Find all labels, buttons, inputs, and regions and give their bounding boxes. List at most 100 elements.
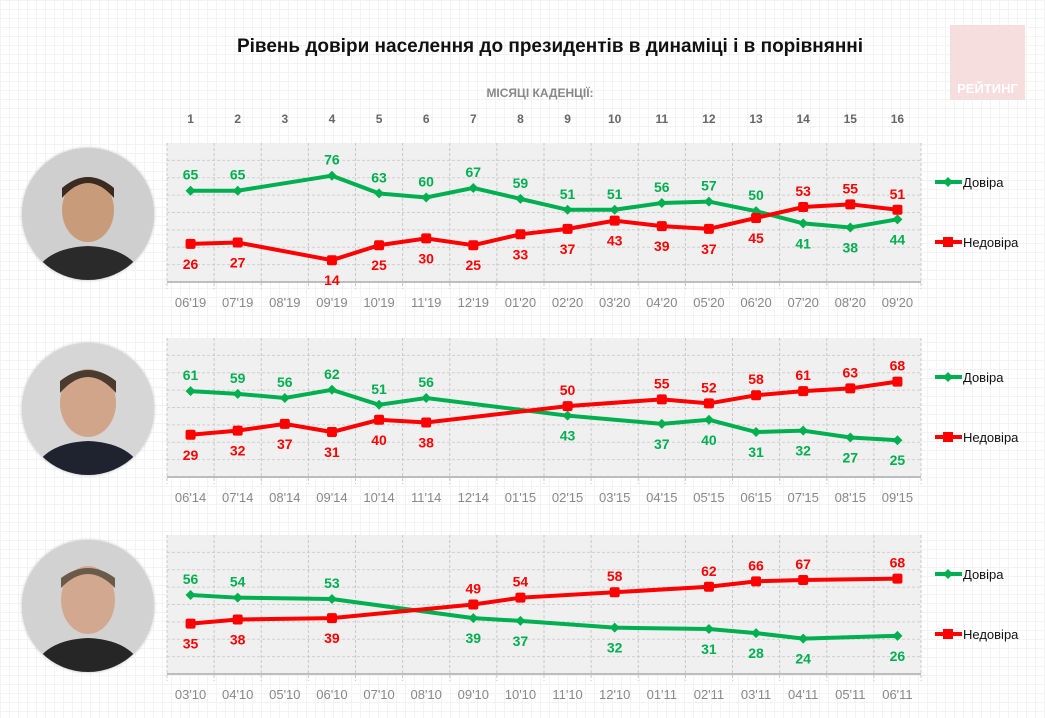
x-tick-label: 01'20 — [505, 295, 536, 310]
month-number: 6 — [422, 112, 430, 126]
data-point — [656, 394, 667, 405]
data-label: 68 — [890, 555, 906, 571]
data-label: 58 — [748, 371, 764, 387]
legend-marker — [943, 237, 953, 247]
data-label: 43 — [607, 233, 623, 249]
x-tick-label: 06'19 — [175, 295, 206, 310]
chart-panel-1: 06'19 07'19 08'19 09'19 10'19 11'19 12'19 01'20… — [166, 143, 1019, 310]
legend-label: Довіра — [963, 370, 1004, 385]
x-tick-label: 07'14 — [222, 490, 253, 505]
logo-text: РЕЙТИНГ — [957, 81, 1018, 96]
x-tick-label: 02'11 — [694, 687, 724, 702]
data-point — [185, 185, 196, 196]
data-label: 37 — [701, 241, 717, 257]
data-label: 57 — [701, 178, 717, 194]
chart-panel-3: 03'10 04'10 05'10 06'10 07'10 08'10 09'10 10'10… — [166, 535, 1019, 702]
month-number: 16 — [890, 112, 905, 126]
data-point — [892, 435, 903, 446]
data-label: 59 — [230, 370, 246, 386]
data-point — [845, 432, 856, 443]
data-point — [279, 418, 290, 429]
president-photo-1 — [22, 148, 154, 280]
data-label: 50 — [560, 382, 576, 398]
data-label: 45 — [748, 230, 764, 246]
data-label: 32 — [795, 443, 811, 459]
data-label: 66 — [748, 557, 764, 573]
data-label: 61 — [795, 367, 811, 383]
data-point — [656, 197, 667, 208]
data-label: 30 — [418, 250, 434, 266]
x-tick-label: 05'20 — [693, 295, 724, 310]
legend-marker — [943, 372, 953, 382]
data-label: 25 — [371, 257, 387, 273]
data-label: 68 — [890, 358, 906, 374]
data-point — [326, 384, 337, 395]
legend-label: Недовіра — [963, 235, 1019, 250]
x-tick-label: 11'14 — [411, 490, 441, 505]
data-label: 14 — [324, 272, 340, 288]
data-point — [609, 622, 620, 633]
data-label: 44 — [890, 231, 906, 247]
data-point — [562, 223, 573, 234]
data-point — [703, 581, 714, 592]
data-label: 33 — [513, 246, 529, 262]
x-tick-label: 07'10 — [363, 687, 394, 702]
x-tick-label: 07'15 — [787, 490, 818, 505]
data-label: 52 — [701, 379, 717, 395]
data-point — [468, 613, 479, 624]
data-label: 32 — [607, 640, 623, 656]
data-label: 51 — [890, 186, 906, 202]
month-number: 15 — [843, 112, 857, 126]
data-point — [562, 410, 573, 421]
data-label: 58 — [607, 568, 623, 584]
data-label: 38 — [418, 434, 434, 450]
data-point — [892, 214, 903, 225]
data-point — [326, 594, 337, 605]
data-label: 76 — [324, 152, 340, 168]
x-tick-label: 05'11 — [835, 687, 865, 702]
data-point — [232, 237, 243, 248]
data-label: 35 — [183, 636, 199, 652]
data-point — [798, 386, 809, 397]
data-label: 37 — [560, 241, 576, 257]
data-label: 39 — [324, 630, 340, 646]
x-tick-label: 06'20 — [740, 295, 771, 310]
months-label: МІСЯЦІ КАДЕНЦІЇ: — [486, 86, 594, 100]
x-tick-label: 10'14 — [363, 490, 394, 505]
x-tick-label: 07'20 — [787, 295, 818, 310]
data-point — [185, 386, 196, 397]
data-label: 26 — [890, 648, 906, 664]
month-number: 5 — [375, 112, 383, 126]
data-point — [892, 204, 903, 215]
data-point — [562, 401, 573, 412]
data-label: 51 — [371, 381, 387, 397]
data-point — [703, 223, 714, 234]
data-point — [185, 589, 196, 600]
data-point — [232, 614, 243, 625]
data-label: 53 — [795, 183, 811, 199]
data-label: 67 — [795, 556, 811, 572]
data-point — [279, 392, 290, 403]
data-point — [374, 188, 385, 199]
data-label: 61 — [183, 367, 199, 383]
data-point — [845, 199, 856, 210]
data-label: 27 — [230, 254, 246, 270]
data-label: 37 — [654, 436, 670, 452]
data-label: 28 — [748, 645, 764, 661]
x-tick-label: 11'10 — [552, 687, 582, 702]
data-label: 24 — [795, 651, 811, 667]
data-label: 56 — [418, 374, 434, 390]
data-point — [421, 417, 432, 428]
x-tick-label: 03'10 — [175, 687, 206, 702]
x-tick-label: 08'19 — [269, 295, 300, 310]
data-label: 40 — [701, 432, 717, 448]
data-label: 31 — [701, 641, 717, 657]
x-tick-label: 12'10 — [599, 687, 630, 702]
series-line-trust — [190, 592, 898, 641]
data-point — [703, 196, 714, 207]
legend-marker — [943, 177, 953, 187]
chart-panel-2: 06'14 07'14 08'14 09'14 10'14 11'14 12'14 01'15… — [166, 338, 1019, 505]
data-point — [751, 576, 762, 587]
data-point — [374, 414, 385, 425]
